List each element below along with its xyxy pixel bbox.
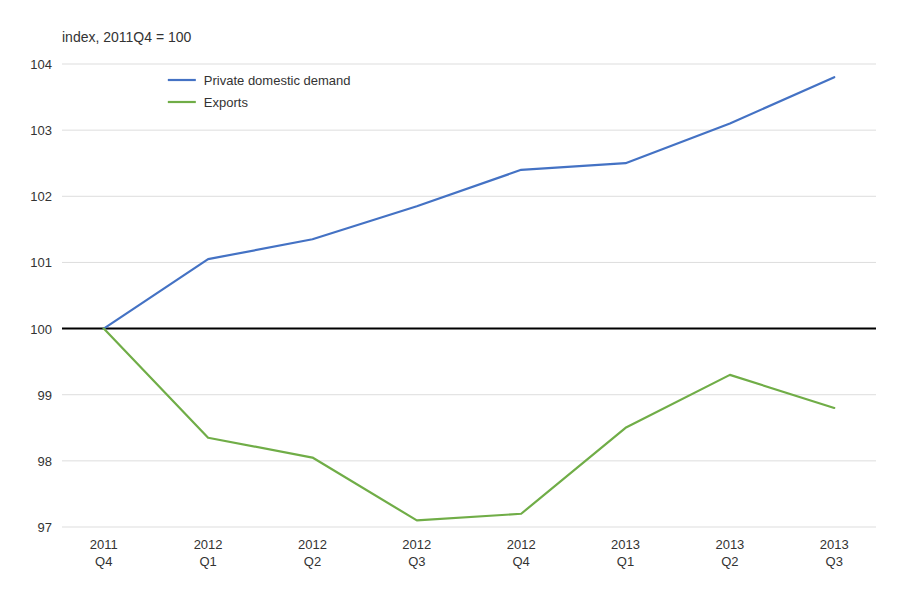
grid-line <box>62 262 876 263</box>
reference-line <box>62 328 876 330</box>
legend: Private domestic demand Exports <box>168 73 351 110</box>
x-tick-label: 2012Q2 <box>298 537 327 569</box>
y-tick-label: 102 <box>30 189 52 204</box>
grid-line <box>62 196 876 197</box>
y-tick-label: 100 <box>30 322 52 337</box>
x-tick-label: 2013Q2 <box>715 537 744 569</box>
plot-area <box>62 77 876 520</box>
legend-swatch <box>168 101 196 103</box>
x-tick-label: 2011Q4 <box>90 537 118 569</box>
y-tick-label: 97 <box>38 520 52 535</box>
x-tick-label: 2012Q3 <box>402 537 431 569</box>
legend-swatch <box>168 79 196 81</box>
series-line <box>104 77 835 328</box>
chart-container: index, 2011Q4 = 100 97 98 99 100 101 102 103 104… <box>0 0 900 601</box>
grid-line <box>62 394 876 395</box>
x-tick-label: 2012Q1 <box>194 537 223 569</box>
x-tick-label: 2013Q1 <box>611 537 640 569</box>
y-tick-label: 98 <box>38 454 52 469</box>
legend-label: Private domestic demand <box>204 73 351 88</box>
grid-line <box>62 527 876 528</box>
grid-line <box>62 328 876 329</box>
x-tick-label: 2012Q4 <box>507 537 536 569</box>
series-line <box>104 329 835 521</box>
legend-label: Exports <box>204 95 249 110</box>
y-tick-label: 104 <box>30 57 52 72</box>
y-tick-label: 101 <box>30 255 52 270</box>
grid-line <box>62 64 876 65</box>
y-tick-label: 99 <box>38 388 52 403</box>
title: index, 2011Q4 = 100 <box>62 29 192 45</box>
grid-line <box>62 130 876 131</box>
grid <box>62 64 876 527</box>
y-tick-label: 103 <box>30 123 52 138</box>
grid-line <box>62 460 876 461</box>
chart: index, 2011Q4 = 100 97 98 99 100 101 102 103 104… <box>0 0 900 601</box>
x-tick-label: 2013Q3 <box>820 537 849 569</box>
